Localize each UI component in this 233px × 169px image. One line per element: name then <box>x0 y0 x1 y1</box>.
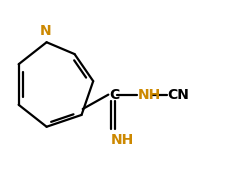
Text: C: C <box>109 88 119 102</box>
Text: N: N <box>40 24 51 38</box>
Text: NH: NH <box>138 88 161 102</box>
Text: NH: NH <box>111 133 134 147</box>
Text: CN: CN <box>167 88 189 102</box>
